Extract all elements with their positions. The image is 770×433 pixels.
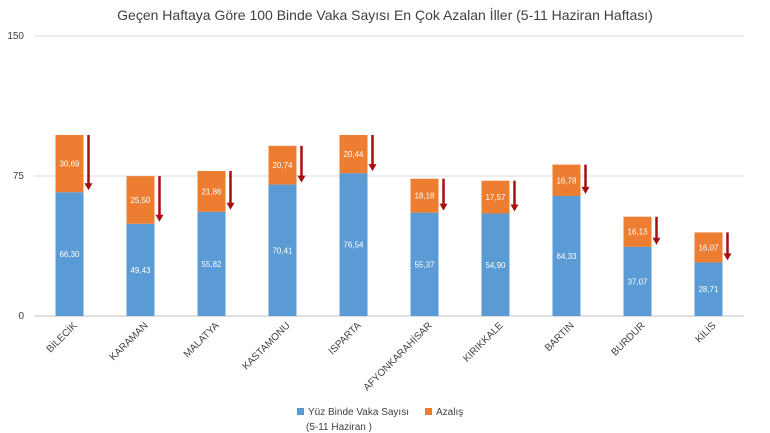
legend-label-cases: Yüz Binde Vaka Sayısı: [308, 407, 409, 418]
down-arrow-icon: [581, 186, 590, 194]
y-tick-label: 150: [7, 31, 24, 42]
data-label-decrease: 18,18: [414, 192, 435, 201]
bars: 66,30 30,69 49,43 25,50 55,82 21,86 70,41 20,74…: [55, 134, 723, 316]
down-arrow-icon: [723, 253, 732, 261]
data-label-cases: 76,54: [343, 241, 364, 250]
data-label-decrease: 20,74: [272, 161, 293, 170]
bar-decrease: [552, 164, 581, 196]
down-arrow-icon: [652, 237, 661, 245]
data-label-cases: 55,37: [414, 260, 435, 269]
bar-cases: [126, 223, 155, 316]
down-arrow-icon: [155, 214, 164, 222]
category-label: BURDUR: [610, 320, 648, 358]
bar-decrease: [268, 145, 297, 185]
category-label: KİLİS: [692, 319, 719, 346]
data-label-decrease: 20,44: [343, 150, 364, 159]
bar-cases: [410, 212, 439, 316]
bar-cases: [623, 246, 652, 316]
category-label: KIRIKKALE: [461, 320, 506, 365]
category-label: MALATYA: [182, 320, 222, 360]
category-label: BİLECİK: [43, 319, 80, 356]
bar-decrease: [694, 232, 723, 263]
data-label-cases: 54,90: [485, 261, 506, 270]
bar-cases: [694, 262, 723, 316]
data-label-cases: 66,30: [59, 250, 80, 259]
legend-swatch-decrease: [425, 408, 432, 415]
decrease-arrows: [84, 134, 732, 261]
bar-cases: [339, 173, 368, 316]
data-label-cases: 70,41: [272, 246, 293, 255]
down-arrow-icon: [439, 203, 448, 211]
category-label: ISPARTA: [327, 320, 364, 357]
y-axis: 0 75 150: [7, 31, 24, 322]
data-label-cases: 49,43: [130, 266, 151, 275]
category-label: AFYONKARAHİSAR: [360, 319, 434, 393]
down-arrow-icon: [84, 183, 93, 191]
category-label: BARTIN: [543, 320, 577, 354]
data-label-decrease: 21,86: [201, 187, 222, 196]
data-label-decrease: 16,07: [698, 243, 719, 252]
down-arrow-icon: [368, 164, 377, 172]
bar-decrease: [339, 134, 368, 174]
bar-decrease: [55, 134, 84, 193]
bar-decrease: [197, 170, 226, 212]
legend-label-cases-line2: (5-11 Haziran ): [306, 422, 372, 433]
down-arrow-icon: [226, 202, 235, 210]
data-label-decrease: 16,78: [556, 176, 577, 185]
chart-title: Geçen Haftaya Göre 100 Binde Vaka Sayısı…: [117, 6, 653, 23]
legend-swatch-cases: [297, 408, 304, 415]
data-label-decrease: 25,50: [130, 196, 151, 205]
down-arrow-icon: [510, 204, 519, 212]
x-axis: BİLECİK KARAMAN MALATYA KASTAMONU ISPARTAAFY…: [43, 319, 719, 394]
legend: Yüz Binde Vaka Sayısı (5-11 Haziran ) Az…: [297, 407, 463, 433]
legend-label-decrease: Azalış: [436, 407, 463, 418]
data-label-cases: 64,33: [556, 252, 577, 261]
y-tick-label: 0: [18, 311, 24, 322]
bar-decrease: [481, 180, 510, 214]
bar-decrease: [126, 176, 155, 224]
data-label-decrease: 16,13: [627, 228, 648, 237]
data-label-decrease: 17,57: [485, 193, 506, 202]
data-label-decrease: 30,69: [59, 160, 80, 169]
bar-cases: [552, 195, 581, 316]
category-label: KARAMAN: [108, 320, 151, 363]
data-label-cases: 37,07: [627, 277, 648, 286]
bar-decrease: [410, 178, 439, 213]
category-label: KASTAMONU: [241, 320, 293, 372]
bar-cases: [197, 211, 226, 316]
down-arrow-icon: [297, 175, 306, 183]
y-tick-label: 75: [13, 171, 25, 182]
bar-decrease: [623, 216, 652, 247]
bar-cases: [481, 213, 510, 316]
bar-cases: [268, 184, 297, 316]
data-label-cases: 55,82: [201, 260, 222, 269]
data-label-cases: 28,71: [698, 285, 719, 294]
bar-cases: [55, 192, 84, 316]
